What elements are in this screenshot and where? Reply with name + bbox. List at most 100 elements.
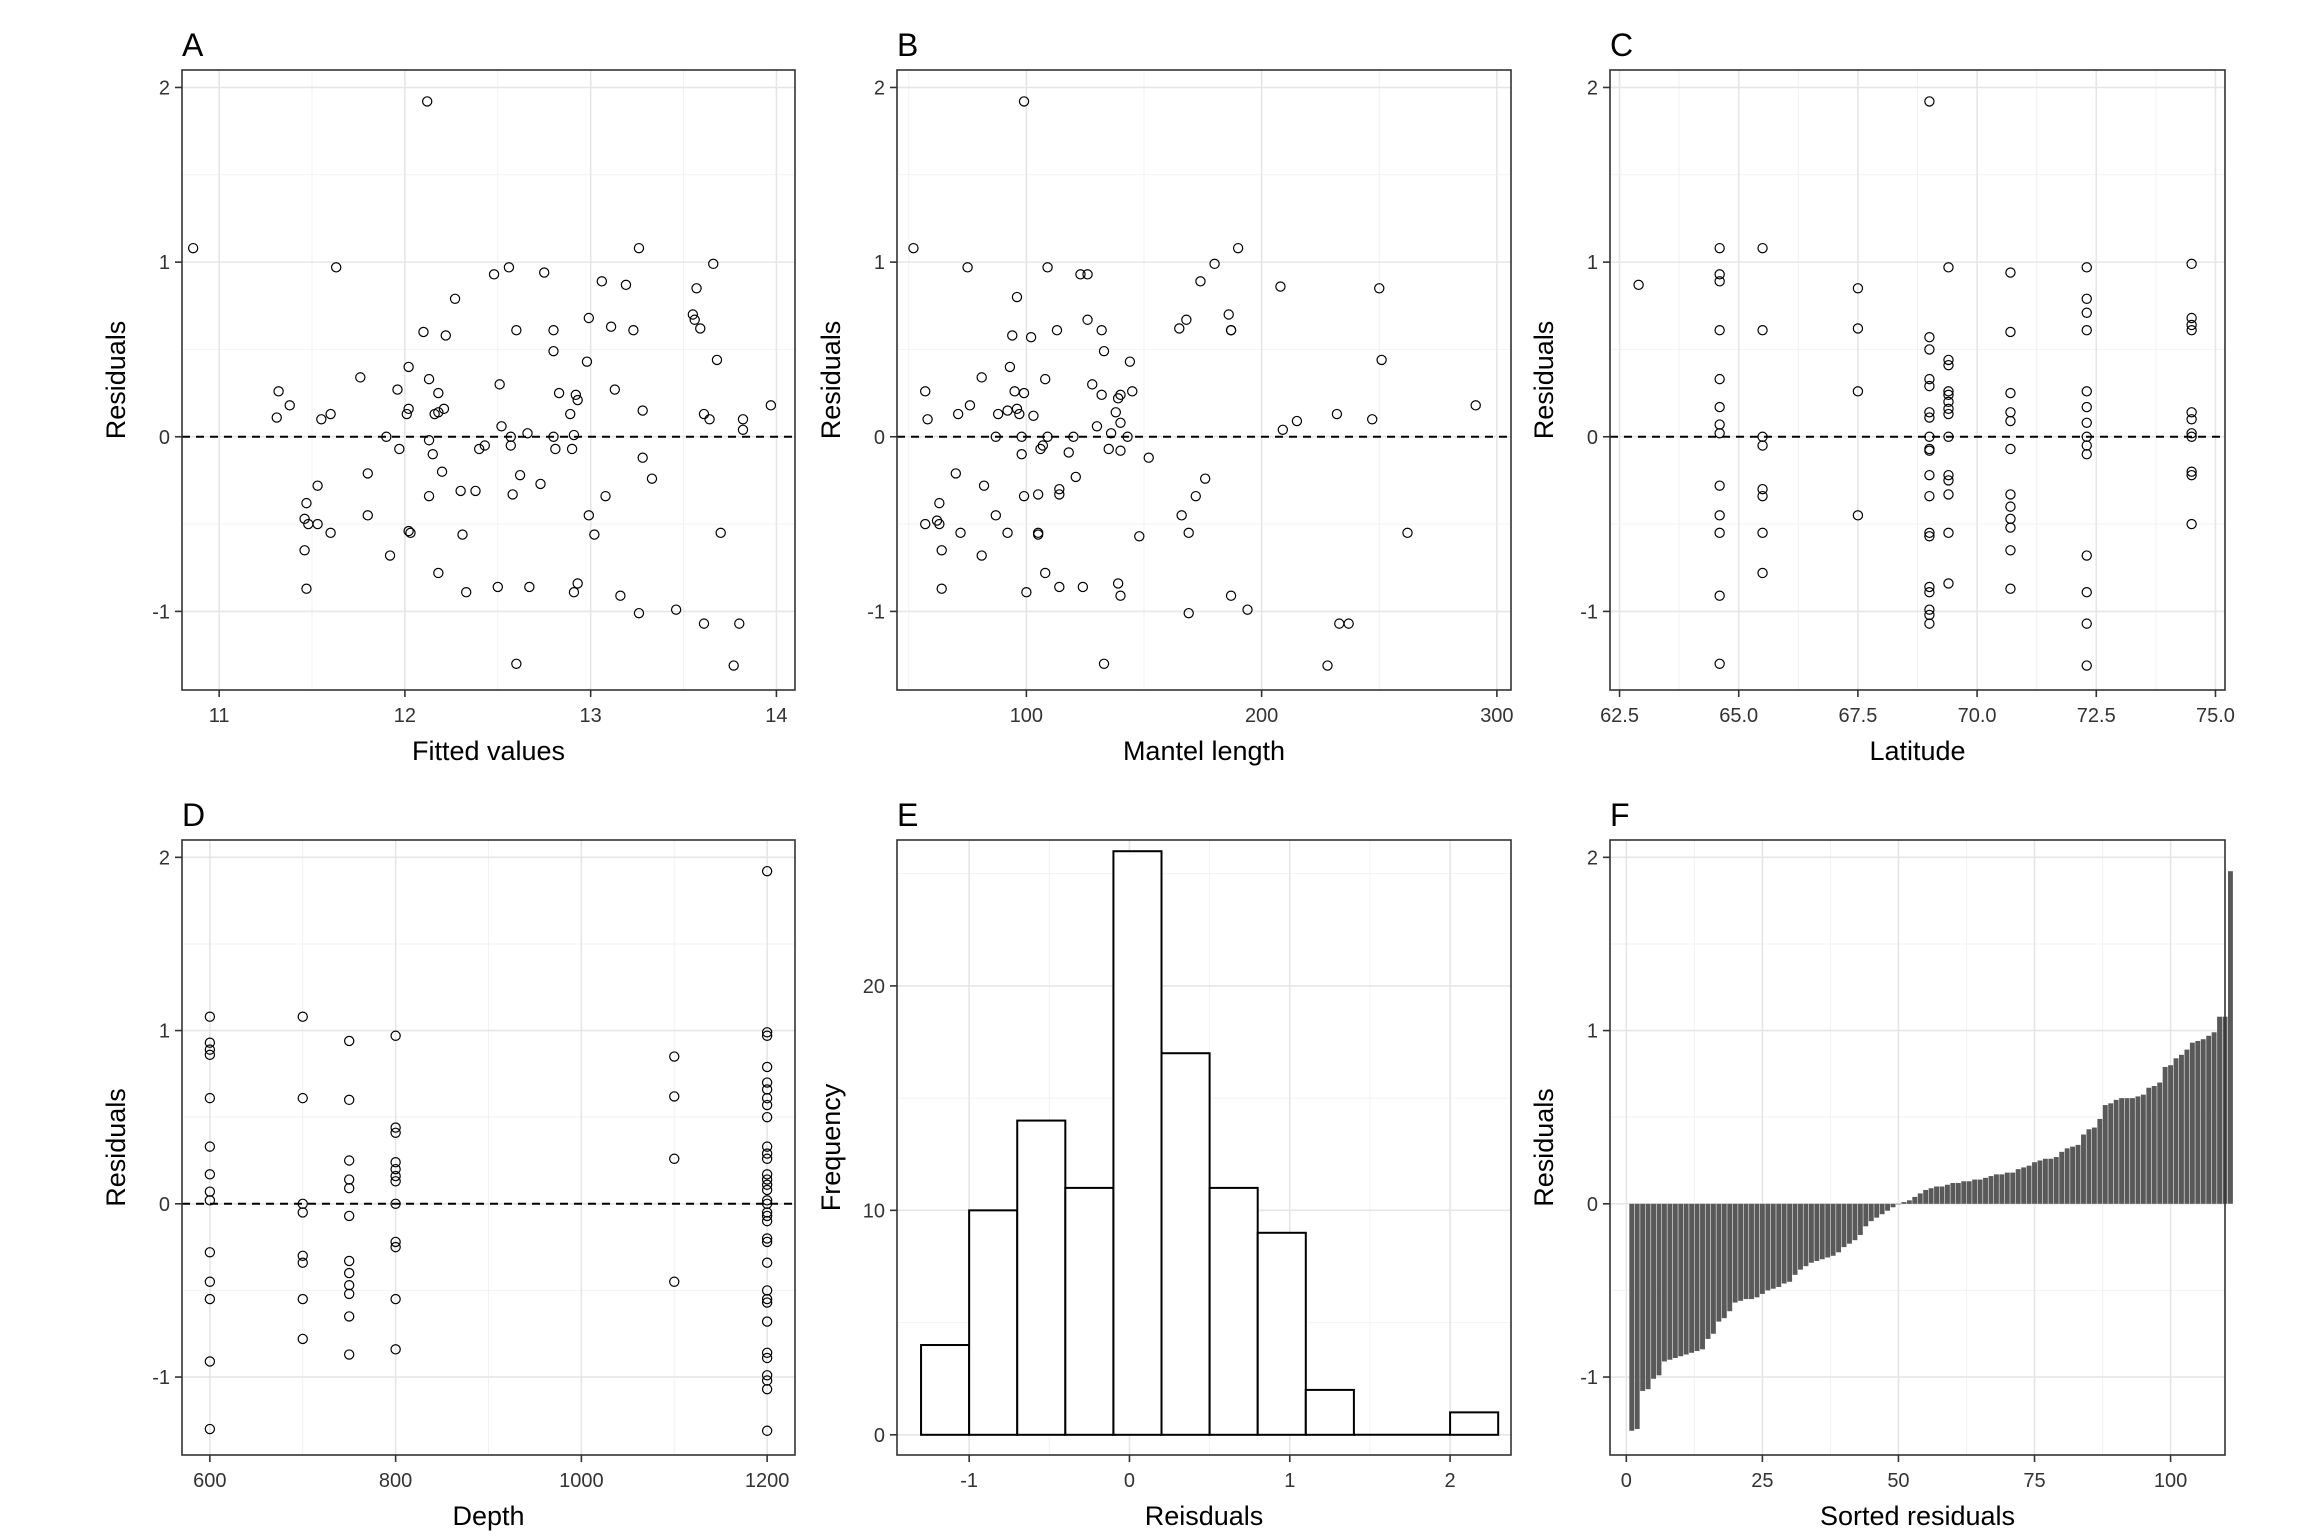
- gridlines: [1610, 70, 2225, 690]
- data-point: [605, 321, 617, 332]
- data-point: [737, 424, 749, 435]
- data-point: [1225, 325, 1237, 336]
- y-tick-label: 0: [874, 1425, 885, 1447]
- data-point: [514, 469, 526, 481]
- data-point: [1757, 483, 1768, 495]
- data-point: [1714, 276, 1725, 287]
- sorted-residual-bar: [1672, 1203, 1678, 1358]
- data-point: [1223, 309, 1234, 320]
- data-point: [1011, 291, 1023, 303]
- data-point: [1110, 407, 1121, 418]
- data-point: [1852, 323, 1864, 334]
- data-point: [297, 1207, 308, 1218]
- sorted-residual-bar: [2179, 1054, 2184, 1204]
- sorted-residual-bar: [2140, 1094, 2146, 1204]
- data-point: [1112, 578, 1124, 589]
- data-point: [978, 480, 990, 491]
- data-point: [355, 372, 366, 383]
- sorted-residual-bar: [1928, 1188, 1934, 1204]
- sorted-residual-bar: [2059, 1151, 2065, 1204]
- histogram-bar: [920, 1344, 971, 1436]
- data-point: [1176, 510, 1187, 521]
- data-point: [1924, 332, 1935, 343]
- data-point: [583, 510, 595, 521]
- data-point: [187, 242, 199, 254]
- sorted-residual-bar: [2135, 1096, 2141, 1204]
- data-point: [390, 1241, 401, 1253]
- data-point: [405, 527, 416, 539]
- data-point: [1924, 445, 1935, 456]
- data-point: [1943, 403, 1954, 415]
- data-point: [761, 1030, 773, 1041]
- data-point: [2005, 415, 2016, 427]
- data-point: [1714, 419, 1725, 430]
- data-point: [1199, 473, 1211, 484]
- data-point: [479, 440, 490, 451]
- data-point: [1035, 443, 1046, 455]
- sorted-residual-bar: [1743, 1203, 1749, 1300]
- data-point: [1757, 527, 1768, 539]
- data-point: [615, 590, 626, 601]
- y-tick-label: 20: [863, 976, 885, 998]
- data-point: [362, 510, 373, 521]
- data-point: [2081, 325, 2092, 336]
- histogram-bar: [1064, 1186, 1115, 1436]
- data-point: [1943, 359, 1954, 371]
- data-point: [1943, 469, 1954, 481]
- data-point: [1077, 581, 1089, 593]
- data-point: [1470, 400, 1481, 411]
- data-point: [2081, 307, 2092, 318]
- data-point: [390, 1122, 401, 1133]
- data-point: [297, 1293, 308, 1305]
- y-tick-label: -1: [1580, 1367, 1598, 1389]
- plot-frame: [896, 69, 1512, 691]
- y-tick-label: 2: [159, 77, 170, 99]
- sorted-residual-bar: [2004, 1172, 2010, 1204]
- histogram-bar: [1208, 1186, 1259, 1436]
- sorted-residual-bar: [1857, 1203, 1863, 1235]
- data-point: [343, 1267, 355, 1279]
- sorted-residual-bar: [1890, 1203, 1896, 1208]
- data-point: [505, 440, 516, 451]
- sorted-residual-bar: [1656, 1203, 1662, 1376]
- data-point: [1242, 604, 1253, 615]
- data-point: [1002, 405, 1013, 416]
- data-marks: [1629, 871, 2233, 1431]
- data-point: [2081, 293, 2092, 304]
- data-point: [715, 527, 726, 539]
- data-point: [1924, 490, 1935, 502]
- data-point: [992, 408, 1004, 420]
- sorted-residual-bar: [1678, 1203, 1684, 1357]
- y-axis-title: Residuals: [101, 1088, 131, 1207]
- data-point: [299, 513, 310, 525]
- panel-label: D: [182, 797, 205, 833]
- sorted-residual-bar: [1759, 1203, 1765, 1294]
- data-point: [761, 1148, 773, 1159]
- data-point: [2081, 262, 2092, 273]
- data-point: [1183, 607, 1194, 619]
- data-point: [761, 1257, 773, 1268]
- sorted-residual-bar: [2086, 1129, 2092, 1204]
- histogram-bar: [968, 1209, 1019, 1436]
- y-tick-label: -1: [867, 601, 885, 623]
- x-tick-label: 300: [1480, 705, 1513, 727]
- data-point: [920, 518, 931, 530]
- y-axis-title: Residuals: [1529, 321, 1559, 440]
- sorted-residual-bar: [1836, 1203, 1842, 1253]
- sorted-residual-bar: [1661, 1203, 1667, 1362]
- x-axis-title: Mantel length: [1123, 736, 1285, 766]
- data-point: [976, 372, 987, 383]
- data-point: [423, 490, 435, 502]
- plot-frame: [181, 839, 796, 1456]
- sorted-residual-bar: [1852, 1203, 1858, 1241]
- data-point: [990, 510, 1002, 521]
- data-point: [433, 387, 444, 399]
- data-point: [343, 1311, 355, 1322]
- data-point: [596, 276, 608, 287]
- data-point: [936, 583, 947, 594]
- sorted-residual-bar: [1961, 1181, 1967, 1204]
- data-point: [708, 258, 719, 270]
- y-axis-title: Frequency: [816, 1083, 846, 1211]
- sorted-residual-bar: [1993, 1174, 1999, 1204]
